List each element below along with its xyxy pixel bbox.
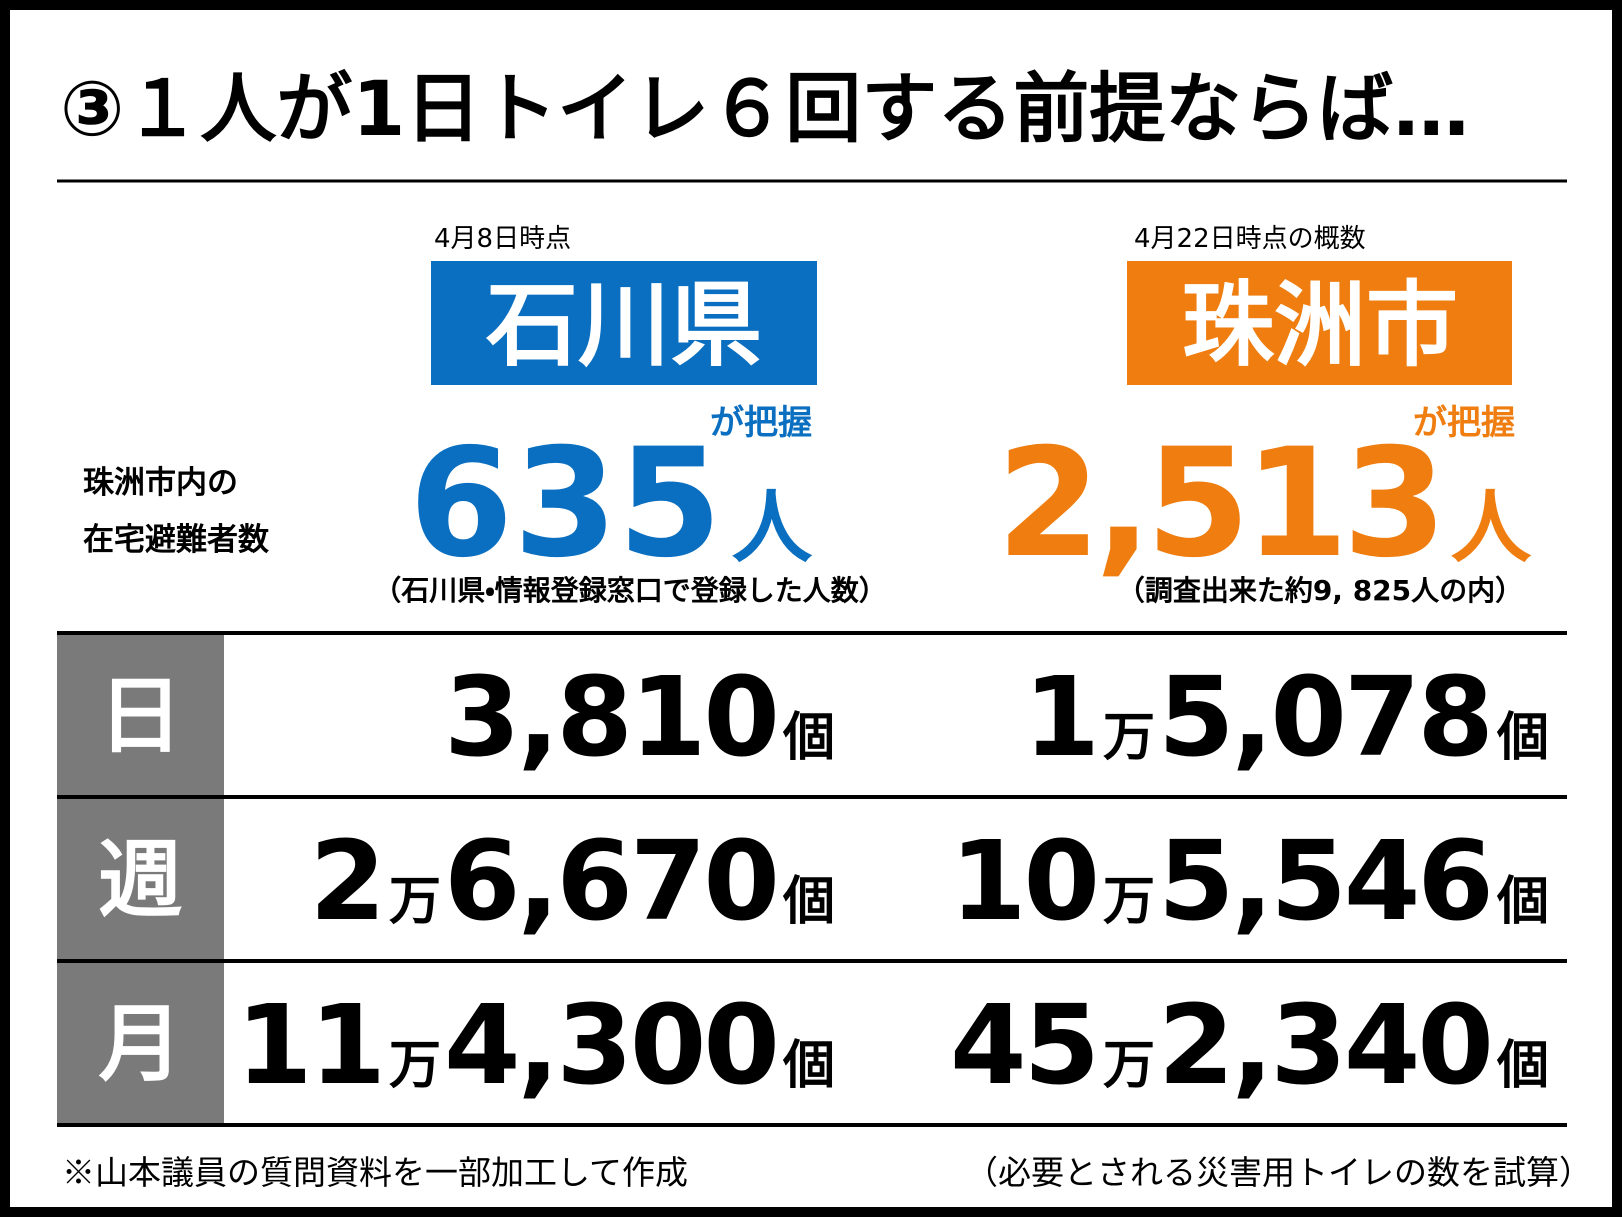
count-line: 2,513 人 <box>997 417 1532 591</box>
cell-number: 4,300 <box>444 981 777 1109</box>
cell-number: 2 <box>309 817 383 945</box>
name-box <box>431 261 817 385</box>
row-label: 週 <box>98 831 182 929</box>
cell: 2 万6,670 個 <box>309 817 833 945</box>
grasp: が把握 <box>1413 403 1515 443</box>
label-column <box>57 633 224 1125</box>
column-header: 4月22日時点の概数 珠洲市 が把握 2,513 人 （調査出来た約9, 825人… <box>997 224 1538 607</box>
column-header: 4月8日時点 石川県 が把握 635 人 （石川県・情報登録窓口で登録した人数） <box>373 224 887 607</box>
cell-number: 3,810 <box>444 653 777 781</box>
cell: 3,810 個 <box>444 653 833 781</box>
cell-unit: 万 <box>389 872 439 932</box>
row-label: 珠洲市内の <box>83 465 238 501</box>
row-label: 月 <box>98 995 182 1093</box>
cell-unit: 個 <box>1496 872 1547 932</box>
cell-number: 10 <box>950 817 1097 945</box>
row-label: 日 <box>98 667 182 765</box>
cell-number: 5,546 <box>1158 817 1491 945</box>
cell: 1 万5,078 個 <box>1023 653 1547 781</box>
count-unit: 人 <box>1451 481 1532 574</box>
note: （石川県・情報登録窓口で登録した人数） <box>373 574 887 607</box>
date: 4月8日時点 <box>434 224 571 254</box>
count: 635 <box>409 417 722 591</box>
count-unit: 人 <box>732 481 813 574</box>
cell-number: 6,670 <box>444 817 777 945</box>
cell-number: 5,078 <box>1158 653 1491 781</box>
cell-number: 11 <box>236 981 383 1109</box>
name: 珠洲市 <box>1182 272 1458 379</box>
date: 4月22日時点の概数 <box>1134 224 1366 254</box>
row-label: 在宅避難者数 <box>83 522 269 558</box>
cell-unit: 個 <box>782 708 833 768</box>
footer-left: ※山本議員の質問資料を一部加工して作成 <box>62 1153 688 1192</box>
name: 石川県 <box>486 272 762 379</box>
note: （調査出来た約9, 825人の内） <box>1117 574 1523 607</box>
cell-unit: 個 <box>1496 1036 1547 1096</box>
cell: 45 万2,340 個 <box>950 981 1547 1109</box>
name-box <box>1127 261 1512 385</box>
cell-unit: 個 <box>782 1036 833 1096</box>
cell-number: 2,340 <box>1158 981 1491 1109</box>
title: ③１人が1日トイレ６回する前提ならば… <box>60 64 1469 153</box>
cell-unit: 個 <box>782 872 833 932</box>
cell: 11 万4,300 個 <box>236 981 833 1109</box>
cell-unit: 万 <box>1103 1036 1153 1096</box>
cell-number: 45 <box>950 981 1097 1109</box>
cell-unit: 個 <box>1496 708 1547 768</box>
footer-right: （必要とされる災害用トイレの数を試算） <box>965 1153 1592 1192</box>
count-line: 635 人 <box>409 417 813 591</box>
grasp: が把握 <box>710 403 812 443</box>
table: 日 3,810 個 1 万5,078 個週 2 万6,670 個 10 万5,546 個月 11 万4,3… <box>57 631 1567 1127</box>
cell-unit: 万 <box>1103 708 1153 768</box>
cell-number: 1 <box>1023 653 1097 781</box>
count: 2,513 <box>997 417 1441 591</box>
cell: 10 万5,546 個 <box>950 817 1547 945</box>
cell-unit: 万 <box>389 1036 439 1096</box>
cell-unit: 万 <box>1103 872 1153 932</box>
